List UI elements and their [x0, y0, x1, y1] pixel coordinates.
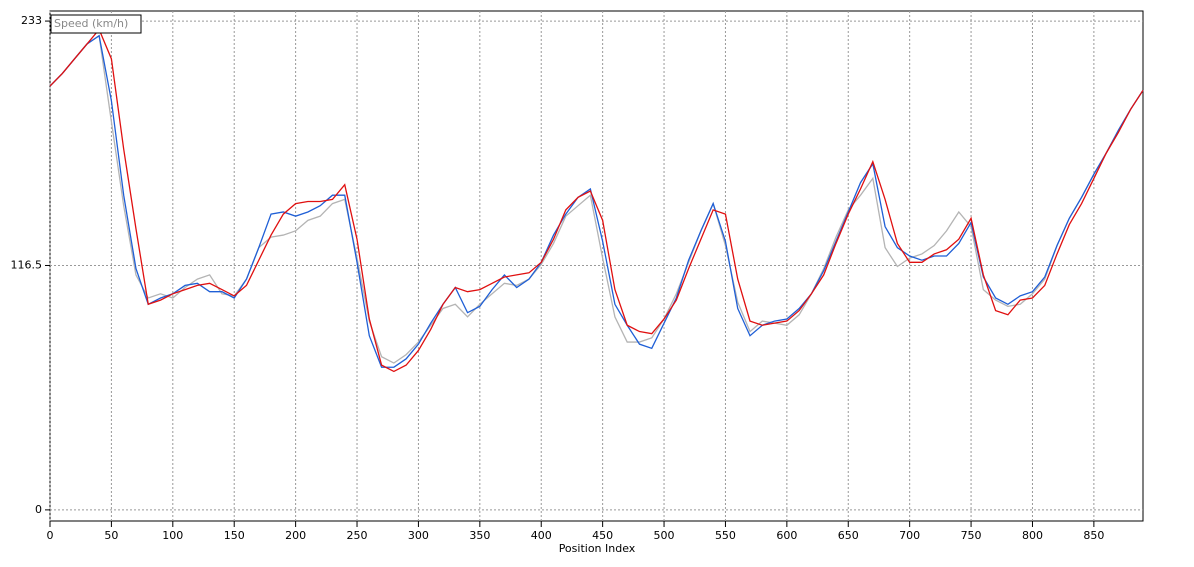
x-tick-label: 350: [469, 529, 490, 542]
series-line: [49, 28, 1144, 373]
x-tick-label: 150: [224, 529, 245, 542]
x-tick-label: 650: [838, 529, 859, 542]
y-tick-label: 233: [21, 14, 42, 27]
ylabel-box: [50, 14, 142, 34]
x-tick-label: 550: [715, 529, 736, 542]
x-axis-label: Position Index: [559, 542, 636, 555]
plot-area: [49, 10, 1144, 522]
y-axis-label: Speed (km/h): [54, 17, 128, 30]
x-tick-label: 750: [961, 529, 982, 542]
y-tick-label: 0: [35, 503, 42, 516]
x-tick-label: 500: [654, 529, 675, 542]
series-line: [49, 34, 1144, 368]
x-tick-label: 850: [1083, 529, 1104, 542]
x-tick-label: 400: [531, 529, 552, 542]
x-tick-label: 100: [162, 529, 183, 542]
x-tick-label: 250: [347, 529, 368, 542]
x-tick-label: 450: [592, 529, 613, 542]
grid: [49, 11, 1143, 521]
x-tick-label: 50: [104, 529, 118, 542]
x-tick-label: 0: [47, 529, 54, 542]
x-tick-label: 700: [899, 529, 920, 542]
x-tick-label: 300: [408, 529, 429, 542]
x-tick-label: 600: [776, 529, 797, 542]
lines: [49, 28, 1144, 373]
y-tick-label: 116.5: [11, 258, 43, 271]
x-tick-label: 800: [1022, 529, 1043, 542]
x-tick-label: 200: [285, 529, 306, 542]
